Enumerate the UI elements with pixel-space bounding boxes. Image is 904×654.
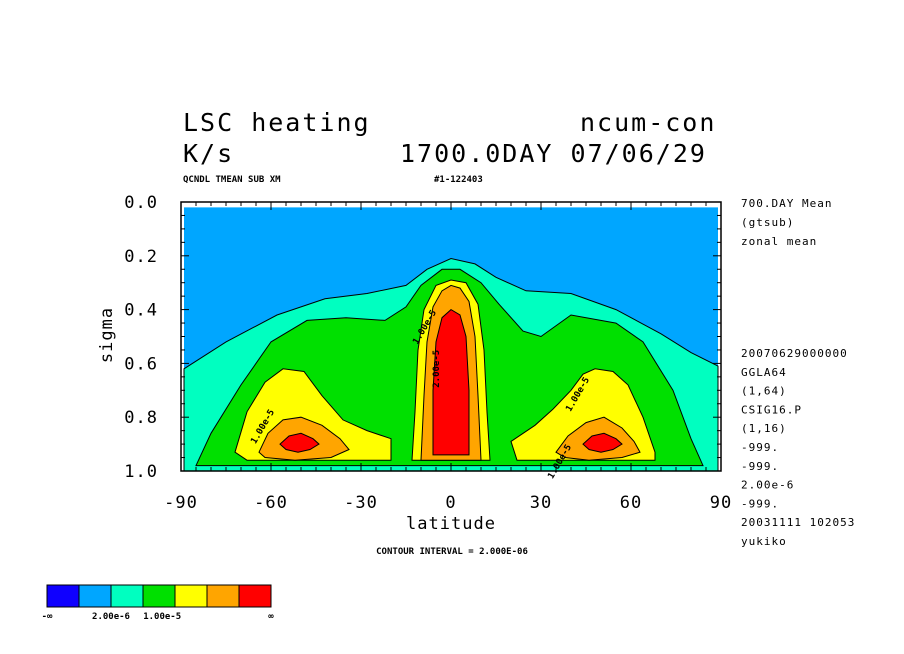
legend-swatch	[238, 584, 272, 608]
side-info-line: (1,16)	[741, 422, 787, 435]
side-info-line: -999.	[741, 441, 779, 454]
side-info-line: -999.	[741, 460, 779, 473]
legend-swatch	[110, 584, 144, 608]
side-info-line: (1,64)	[741, 385, 787, 398]
time-label: 1700.0DAY 07/06/29	[400, 139, 707, 168]
side-info-line: 700.DAY Mean	[741, 197, 832, 210]
side-info-line: 20070629000000	[741, 347, 848, 360]
x-tick-label: 30	[530, 493, 552, 513]
x-axis-title: latitude	[406, 514, 496, 534]
y-tick-label: 0.6	[124, 354, 158, 374]
contour-interval-label: CONTOUR INTERVAL = 2.000E-06	[376, 547, 528, 557]
legend-label: 2.00e-6	[92, 612, 130, 622]
side-info-line: (gtsub)	[741, 216, 794, 229]
x-tick-label: 60	[620, 493, 642, 513]
variable-descriptor: QCNDL TMEAN SUB XM	[183, 175, 281, 185]
x-tick-label: -30	[344, 493, 378, 513]
y-tick-label: 0.8	[124, 408, 158, 428]
contour-region-band-5	[582, 432, 623, 453]
legend-swatch	[142, 584, 176, 608]
side-info-bottom: 20070629000000 GGLA64 (1,64) CSIG16.P (1,16)…	[741, 347, 855, 548]
experiment-name: ncum-con	[580, 108, 716, 137]
y-axis-title: sigma	[97, 307, 117, 363]
units-label: K/s	[183, 139, 234, 168]
side-info-line: -999.	[741, 497, 779, 510]
y-tick-label: 1.0	[124, 462, 158, 482]
plot-area	[183, 207, 719, 472]
legend-swatch	[46, 584, 80, 608]
legend-label: 1.00e-5	[143, 612, 181, 622]
side-info-top: 700.DAY Mean (gtsub) zonal mean	[741, 197, 832, 248]
y-tick-label: 0.0	[124, 193, 158, 213]
chart-title: LSC heating	[183, 108, 371, 137]
side-info-line: yukiko	[741, 535, 787, 548]
x-tick-label: -90	[164, 493, 198, 513]
contour-region-band-5	[432, 308, 470, 456]
legend-swatch	[206, 584, 240, 608]
side-info-line: GGLA64	[741, 366, 787, 379]
legend-label: ∞	[268, 612, 274, 622]
side-info-line: 20031111 102053	[741, 516, 855, 529]
contour-region-band-5	[279, 432, 320, 453]
side-info-line: 2.00e-6	[741, 479, 794, 492]
x-tick-label: -60	[254, 493, 288, 513]
run-id: #1-122403	[434, 175, 483, 185]
axes: -90 -60 -30 0 30 60 90 0.0 0.2 0.4 0.6 0.8 1.0	[124, 193, 732, 513]
contour-label: 2.00e-5	[432, 350, 442, 388]
y-tick-label: 0.2	[124, 247, 158, 267]
x-tick-label: 0	[445, 493, 456, 513]
x-tick-label: 90	[710, 493, 732, 513]
side-info-line: CSIG16.P	[741, 403, 802, 416]
legend-swatch	[174, 584, 208, 608]
side-info-line: zonal mean	[741, 235, 817, 248]
legend-swatch	[78, 584, 112, 608]
color-legend: -∞ 2.00e-6 1.00e-5 ∞	[42, 584, 274, 622]
y-tick-label: 0.4	[124, 301, 158, 321]
legend-label: -∞	[42, 612, 53, 622]
